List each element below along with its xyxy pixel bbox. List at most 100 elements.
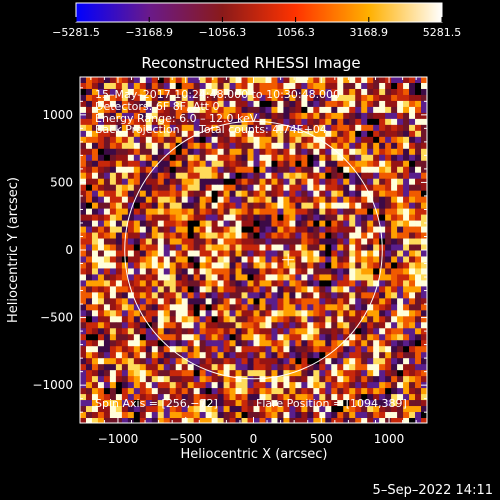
heatmap-cell bbox=[115, 250, 123, 257]
heatmap-cell bbox=[127, 94, 135, 102]
heatmap-cell bbox=[265, 310, 272, 317]
heatmap-cell bbox=[307, 334, 314, 341]
heatmap-cell bbox=[145, 190, 153, 198]
heatmap-cell bbox=[397, 334, 404, 341]
heatmap-cell bbox=[265, 256, 272, 263]
method-text: Back Projection bbox=[95, 123, 180, 136]
heatmap-cell bbox=[181, 370, 189, 377]
heatmap-cell bbox=[139, 406, 147, 413]
heatmap-cell bbox=[151, 292, 159, 299]
heatmap-cell bbox=[283, 352, 290, 359]
heatmap-cell bbox=[313, 328, 320, 335]
heatmap-cell bbox=[199, 286, 207, 293]
heatmap-cell bbox=[283, 178, 290, 186]
heatmap-cell bbox=[385, 106, 392, 114]
heatmap-cell bbox=[145, 220, 153, 227]
heatmap-cell bbox=[133, 418, 141, 423]
heatmap-cell bbox=[151, 226, 159, 233]
heatmap-cell bbox=[277, 382, 284, 389]
heatmap-cell bbox=[175, 190, 183, 198]
heatmap-cell bbox=[385, 196, 392, 204]
heatmap-cell bbox=[421, 208, 427, 215]
heatmap-cell bbox=[223, 340, 230, 347]
heatmap-cell bbox=[259, 316, 266, 323]
heatmap-cell bbox=[127, 130, 135, 138]
heatmap-cell bbox=[187, 232, 195, 239]
heatmap-cell bbox=[241, 292, 248, 299]
y-tick-label: 1000 bbox=[42, 108, 73, 122]
heatmap-cell bbox=[145, 412, 153, 419]
heatmap-cell bbox=[361, 190, 368, 198]
heatmap-cell bbox=[397, 136, 404, 144]
heatmap-cell bbox=[157, 376, 165, 383]
heatmap-cell bbox=[325, 196, 332, 204]
heatmap-cell bbox=[295, 316, 302, 323]
heatmap-cell bbox=[391, 88, 398, 96]
heatmap-cell bbox=[247, 220, 254, 227]
heatmap-cell bbox=[385, 394, 392, 401]
heatmap-cell bbox=[187, 160, 195, 168]
heatmap-cell bbox=[241, 370, 248, 377]
heatmap-cell bbox=[409, 232, 416, 239]
heatmap-cell bbox=[301, 292, 308, 299]
heatmap-cell bbox=[145, 154, 153, 162]
heatmap-cell bbox=[145, 100, 153, 108]
heatmap-cell bbox=[379, 118, 386, 126]
heatmap-cell bbox=[391, 160, 398, 168]
heatmap-cell bbox=[97, 226, 105, 233]
heatmap-cell bbox=[199, 364, 207, 371]
heatmap-cell bbox=[343, 220, 350, 227]
heatmap-cell bbox=[343, 280, 350, 287]
heatmap-cell bbox=[169, 77, 177, 84]
heatmap-cell bbox=[229, 364, 236, 371]
heatmap-cell bbox=[145, 304, 153, 311]
heatmap-cell bbox=[193, 274, 201, 281]
heatmap-cell bbox=[265, 77, 272, 84]
heatmap-cell bbox=[241, 112, 248, 120]
heatmap-cell bbox=[241, 358, 248, 365]
heatmap-cell bbox=[229, 304, 236, 311]
heatmap-cell bbox=[145, 118, 153, 126]
heatmap-cell bbox=[259, 394, 266, 401]
heatmap-cell bbox=[199, 274, 207, 281]
flare-position-text: Flare Position = [1094,389] bbox=[256, 397, 407, 410]
heatmap-cell bbox=[163, 310, 171, 317]
heatmap-cell bbox=[415, 358, 422, 365]
heatmap-cell bbox=[235, 322, 242, 329]
heatmap-cell bbox=[307, 286, 314, 293]
heatmap-cell bbox=[331, 310, 338, 317]
heatmap-cell bbox=[331, 184, 338, 192]
heatmap-cell bbox=[283, 166, 290, 174]
heatmap-cell bbox=[211, 400, 218, 407]
heatmap-cell bbox=[181, 124, 189, 132]
heatmap-cell bbox=[379, 88, 386, 96]
heatmap-cell bbox=[295, 286, 302, 293]
heatmap-cell bbox=[247, 136, 254, 144]
colorbar-tick-label: −5281.5 bbox=[52, 26, 100, 39]
heatmap-cell bbox=[271, 388, 278, 395]
heatmap-cell bbox=[301, 202, 308, 210]
heatmap-cell bbox=[175, 166, 183, 174]
heatmap-cell bbox=[331, 370, 338, 377]
heatmap-cell bbox=[241, 118, 248, 126]
heatmap-cell bbox=[163, 184, 171, 192]
heatmap-cell bbox=[121, 100, 129, 108]
heatmap-cell bbox=[241, 160, 248, 168]
heatmap-cell bbox=[97, 316, 105, 323]
heatmap-cell bbox=[121, 412, 129, 419]
heatmap-cell bbox=[373, 322, 380, 329]
heatmap-cell bbox=[253, 316, 260, 323]
heatmap-cell bbox=[403, 124, 410, 132]
heatmap-cell bbox=[259, 382, 266, 389]
heatmap-cell bbox=[307, 316, 314, 323]
heatmap-cell bbox=[121, 352, 129, 359]
heatmap-cell bbox=[103, 250, 111, 257]
heatmap-cell bbox=[91, 142, 99, 150]
heatmap-cell bbox=[283, 184, 290, 192]
heatmap-cell bbox=[85, 256, 93, 263]
heatmap-cell bbox=[97, 82, 105, 90]
heatmap-cell bbox=[325, 178, 332, 186]
heatmap-cell bbox=[325, 130, 332, 138]
heatmap-cell bbox=[115, 400, 123, 407]
heatmap-cell bbox=[205, 184, 213, 192]
